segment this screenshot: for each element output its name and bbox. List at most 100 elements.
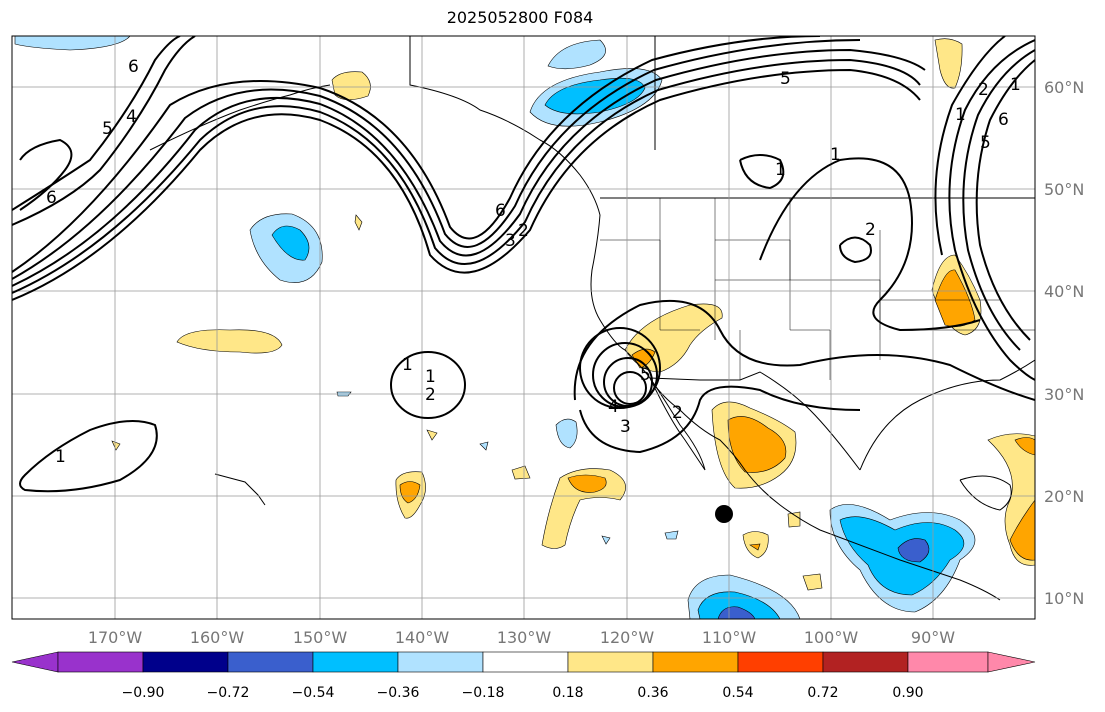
map-title: 2025052800 F084: [446, 8, 594, 27]
anomaly-neg-centam-deep: [897, 538, 930, 563]
lon-label: 160°W: [190, 628, 245, 647]
anomaly-pos-small4: [511, 465, 531, 480]
lat-label: 40°N: [1044, 282, 1084, 301]
alaska-coast: [409, 36, 601, 216]
contour-label: 6: [46, 188, 57, 208]
lat-label: 20°N: [1044, 487, 1084, 506]
anomaly-pos-socal-pac-core: [567, 474, 607, 493]
contour-label: 4: [126, 107, 137, 127]
colorbar-min-extend: [11, 651, 59, 673]
contour-label: 6: [128, 57, 139, 77]
anomaly-neg-nw: [14, 36, 131, 51]
nw-contour-b: [12, 36, 196, 226]
colorbar-segment: [737, 651, 824, 673]
lon-label: 130°W: [497, 628, 552, 647]
east-contour-2: [962, 49, 1035, 351]
colorbar: [11, 651, 1036, 673]
gulf-coast: [859, 359, 1035, 471]
jet-contour-5: [12, 36, 821, 273]
contour-label: 2: [865, 220, 876, 240]
contour-label: 4: [608, 397, 619, 417]
colorbar-segment: [227, 651, 314, 673]
storm-center-marker: [715, 505, 733, 523]
anomaly-pos-small3: [787, 511, 801, 528]
colorbar-segment: [397, 651, 484, 673]
colorbar-segment: [822, 651, 909, 673]
contour-label: 2: [672, 403, 683, 423]
anomaly-neg-small2: [601, 535, 611, 545]
low-outer: [573, 299, 1035, 401]
contour-label: 1: [1010, 75, 1021, 95]
anomaly-pos-small5: [426, 429, 438, 441]
map-plot-area: 6 5 4 6 5 6 3 2 1 1 1 2 1 3 4 5 2 1 2 6 …: [12, 36, 1035, 619]
colorbar-tick-label: −0.54: [292, 685, 335, 701]
central-us-contour: [839, 236, 872, 264]
contour-label: 5: [780, 69, 791, 89]
lat-label: 30°N: [1044, 385, 1084, 404]
colorbar-tick-label: −0.90: [122, 685, 165, 701]
contour-label: 3: [620, 417, 631, 437]
anomaly-pos-small6: [354, 214, 363, 231]
contour-label: 6: [495, 201, 506, 221]
colorbar-tick-label: 0.18: [552, 685, 583, 701]
contour-label: 3: [505, 231, 516, 251]
anomaly-pos-gulf-core2: [1014, 437, 1035, 456]
anomaly-neg-midpac-core: [271, 225, 310, 261]
colorbar-ticks: −0.90 −0.72 −0.54 −0.36 −0.18 0.18 0.36 …: [122, 685, 924, 701]
anomaly-neg-south-deep: [717, 606, 756, 619]
great-lakes-contour: [759, 157, 981, 332]
anomaly-pos-mexico-core: [727, 416, 787, 473]
jet-contour-1: [12, 68, 921, 301]
lon-label: 140°W: [395, 628, 450, 647]
low-circle-3: [603, 357, 654, 407]
anomaly-neg-south-core: [697, 591, 781, 619]
anomaly-pos-socal-pac: [541, 468, 626, 549]
nw-contour-c: [19, 138, 73, 211]
baja-california: [649, 377, 706, 471]
yucatan: [959, 475, 1012, 511]
contour-label: 1: [55, 447, 66, 467]
contour-label: 2: [978, 80, 989, 100]
lat-label: 10°N: [1044, 589, 1084, 608]
contour-label: 1: [775, 160, 786, 180]
colorbar-segment: [907, 651, 989, 673]
lon-label: 150°W: [293, 628, 348, 647]
contour-label: 5: [980, 133, 991, 153]
low-circle-4: [613, 371, 648, 405]
colorbar-segment: [57, 651, 144, 673]
colorbar-tick-label: 0.54: [722, 685, 753, 701]
colorbar-tick-label: −0.72: [207, 685, 250, 701]
anomaly-pos-small1-core: [749, 543, 761, 551]
colorbar-tick-label: 0.90: [892, 685, 923, 701]
contour-label: 1: [830, 145, 841, 165]
west-coast: [590, 214, 1001, 601]
colorbar-segment: [482, 651, 569, 673]
graticule: [12, 36, 1035, 619]
colorbar-segment: [567, 651, 654, 673]
anomaly-pos-midpac: [176, 329, 283, 354]
contour-label: 1: [955, 105, 966, 125]
west-low: [19, 420, 158, 493]
colorbar-tick-label: 0.72: [807, 685, 838, 701]
low-outer-2: [579, 385, 861, 454]
lon-label: 90°W: [911, 628, 955, 647]
colorbar-tick-label: 0.36: [637, 685, 668, 701]
anomaly-neg-canada: [547, 39, 606, 70]
anomaly-pos-small7: [111, 440, 121, 451]
lat-label: 50°N: [1044, 180, 1084, 199]
nw-contour-a: [12, 36, 181, 211]
midpac-high: [390, 351, 467, 419]
canada-low: [739, 154, 785, 190]
anomaly-neg-small1: [664, 530, 679, 540]
anomaly-neg-small3: [479, 441, 489, 451]
shaded-anomalies: [14, 36, 1035, 619]
east-contour-3: [975, 59, 1035, 341]
east-contour-4: [934, 36, 1006, 256]
jet-contour-4: [12, 39, 861, 280]
contour-label: 5: [640, 365, 651, 385]
contour-label: 1: [402, 355, 413, 375]
jet-contour-3: [12, 48, 926, 287]
hawaii: [214, 473, 266, 506]
contour-label-group: 6 5 4 6 5 6 3 2 1 1 1 2 1 3 4 5 2 1 2 6 …: [46, 57, 1021, 467]
anomaly-pos-gulf-core: [1009, 499, 1035, 561]
